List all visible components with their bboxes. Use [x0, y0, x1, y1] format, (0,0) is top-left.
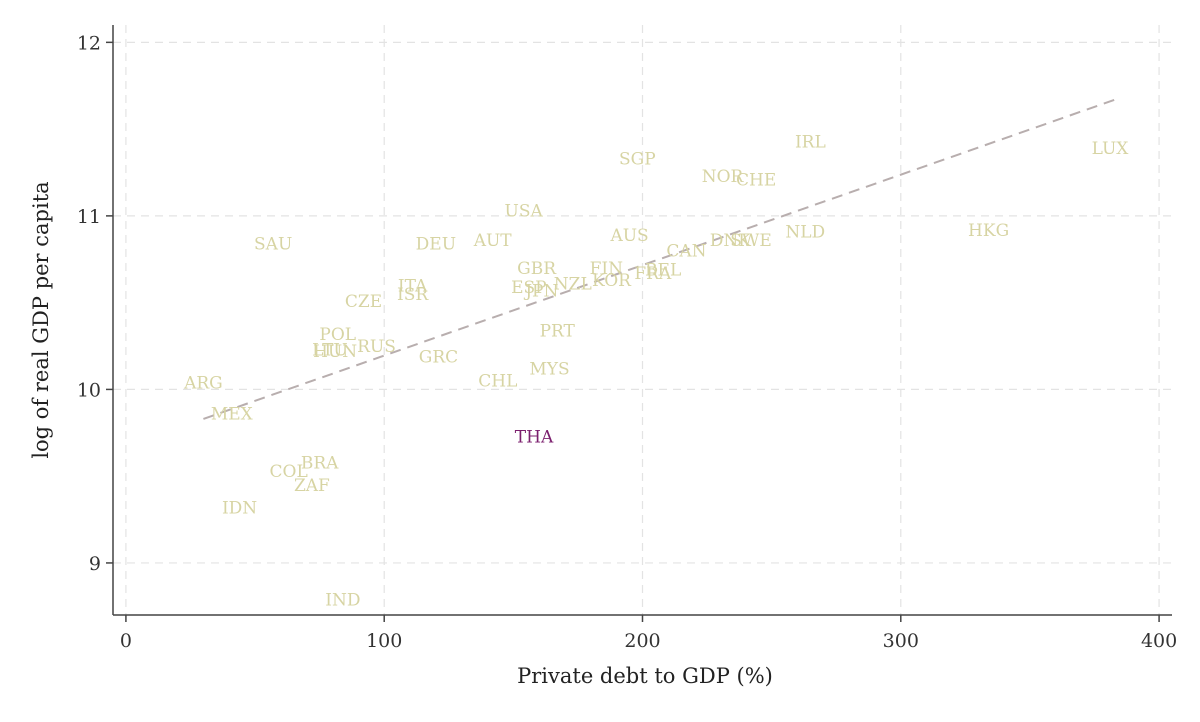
point-label-che: CHE [736, 170, 776, 190]
x-tick-label: 200 [624, 630, 660, 652]
point-label-tha: THA [515, 427, 554, 447]
point-label-swe: SWE [730, 231, 772, 251]
point-label-can: CAN [666, 242, 706, 262]
y-tick-label: 12 [77, 32, 101, 54]
fit-line-layer [203, 98, 1116, 420]
point-label-sau: SAU [254, 235, 292, 255]
point-label-usa: USA [505, 202, 544, 222]
point-label-irl: IRL [795, 132, 826, 152]
point-label-kor: KOR [592, 271, 632, 291]
point-label-ltu: LTU [312, 341, 348, 361]
gridlines [113, 25, 1172, 615]
x-tick-label: 400 [1141, 630, 1177, 652]
x-tick-label: 0 [120, 630, 132, 652]
point-label-lux: LUX [1092, 139, 1130, 159]
point-label-prt: PRT [540, 321, 576, 341]
point-label-nld: NLD [785, 223, 825, 243]
point-label-grc: GRC [419, 347, 458, 367]
point-label-col: COL [270, 462, 308, 482]
point-label-pol: POL [319, 325, 356, 345]
point-label-isr: ISR [397, 285, 429, 305]
point-label-idn: IDN [222, 498, 257, 518]
point-label-mys: MYS [529, 360, 569, 380]
y-tick-label: 11 [77, 206, 101, 228]
point-label-deu: DEU [416, 235, 456, 255]
point-label-sgp: SGP [619, 150, 656, 170]
point-label-chl: CHL [478, 372, 517, 392]
point-label-nor: NOR [702, 167, 745, 187]
point-label-aus: AUS [609, 226, 648, 246]
point-label-hkg: HKG [968, 221, 1009, 241]
point-label-arg: ARG [183, 373, 223, 393]
point-label-fra: FRA [634, 264, 672, 284]
point-label-hun: HUN [313, 342, 357, 362]
point-label-bel: BEL [645, 261, 681, 281]
y-axis-title: log of real GDP per capita [29, 181, 53, 458]
point-label-fin: FIN [590, 259, 624, 279]
fit-line [203, 98, 1116, 420]
y-tick-label: 10 [77, 379, 101, 401]
point-label-dnk: DNK [710, 231, 752, 251]
x-tick-label: 100 [366, 630, 402, 652]
point-label-cze: CZE [345, 292, 382, 312]
point-label-gbr: GBR [517, 259, 557, 279]
point-label-nzl: NZL [554, 275, 592, 295]
point-label-rus: RUS [357, 337, 396, 357]
y-tick-label: 9 [89, 553, 101, 575]
point-label-ita: ITA [398, 276, 428, 296]
point-label-ind: IND [325, 590, 360, 610]
axes: 0 100 200 300 400 9 10 11 12 [77, 25, 1177, 652]
point-label-aut: AUT [473, 231, 513, 251]
point-label-esp: ESP [511, 278, 547, 298]
x-axis-title: Private debt to GDP (%) [517, 664, 773, 688]
point-label-zaf: ZAF [294, 476, 330, 496]
point-label-mex: MEX [211, 405, 254, 425]
point-label-jpn: JPN [523, 282, 558, 302]
point-label-bra: BRA [301, 453, 339, 473]
x-tick-label: 300 [883, 630, 919, 652]
